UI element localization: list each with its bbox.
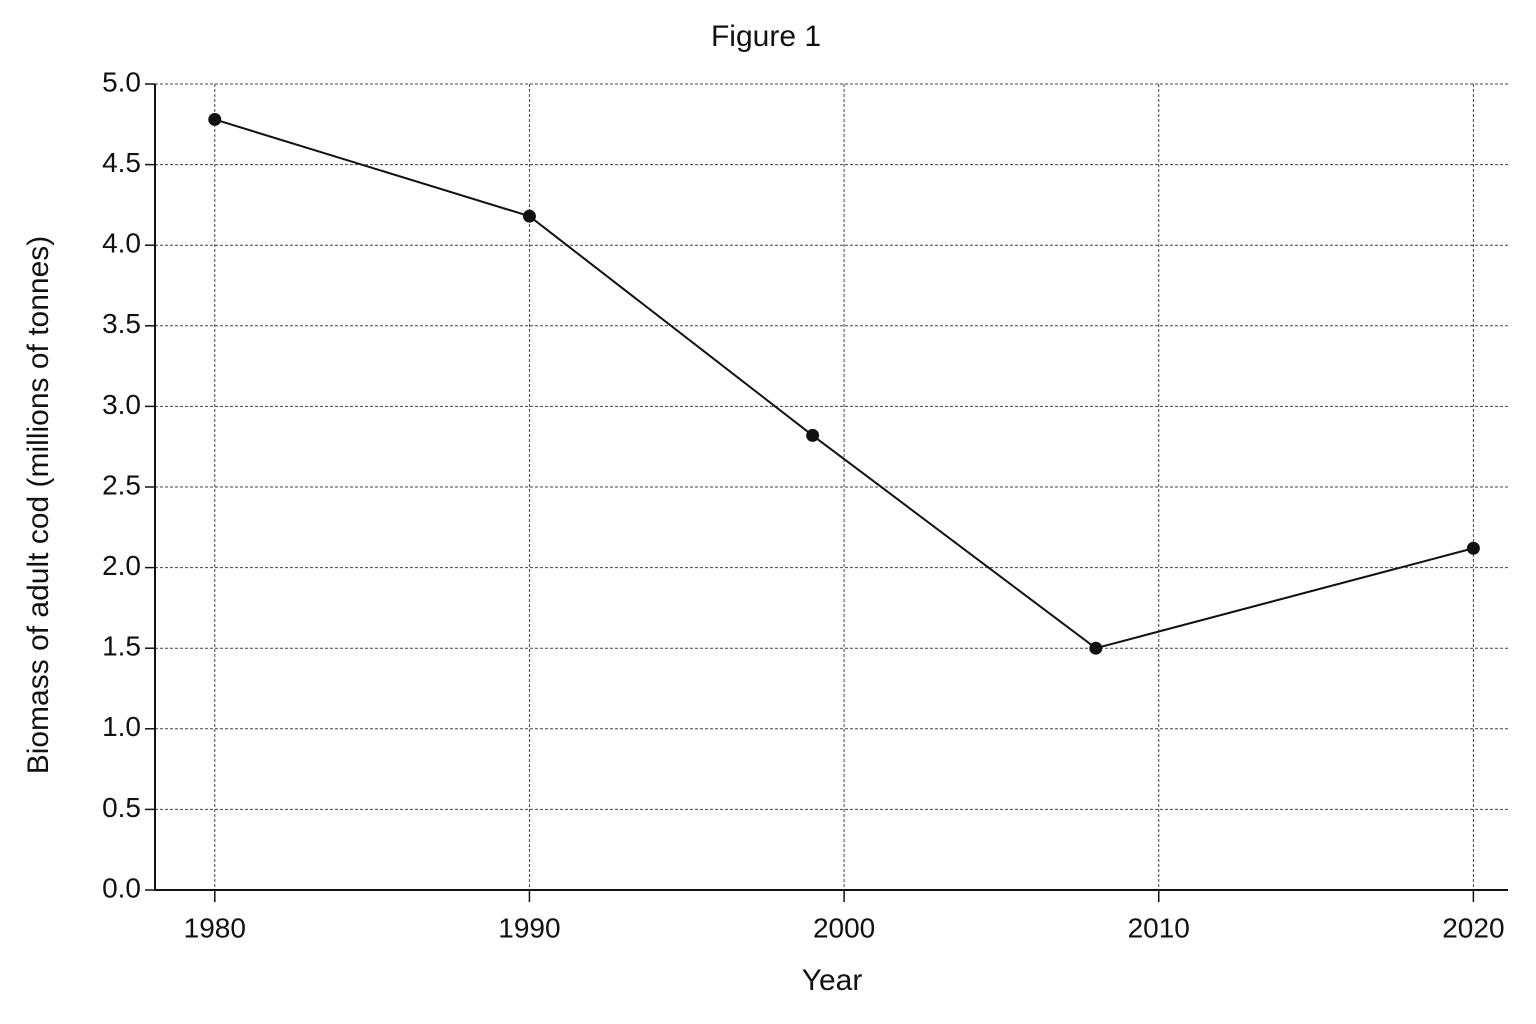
chart-title: Figure 1 bbox=[711, 20, 821, 53]
y-tick-label: 5.0 bbox=[102, 66, 141, 97]
y-axis-label: Biomass of adult cod (millions of tonnes… bbox=[22, 236, 55, 775]
y-tick-label: 4.0 bbox=[102, 228, 141, 259]
y-tick-label: 1.0 bbox=[102, 711, 141, 742]
data-point bbox=[522, 209, 536, 223]
x-tick-label: 2010 bbox=[1128, 912, 1190, 943]
x-axis-label: Year bbox=[802, 964, 863, 997]
y-tick-label: 0.0 bbox=[102, 872, 141, 903]
data-line bbox=[214, 118, 1474, 650]
x-tick-label: 2020 bbox=[1442, 912, 1504, 943]
data-point bbox=[1089, 641, 1103, 655]
data-point bbox=[208, 112, 222, 126]
x-tick-label: 1990 bbox=[498, 912, 560, 943]
y-tick-label: 1.5 bbox=[102, 631, 141, 662]
y-tick-label: 2.0 bbox=[102, 550, 141, 581]
y-tick-label: 0.5 bbox=[102, 792, 141, 823]
y-tick-label: 3.5 bbox=[102, 308, 141, 339]
y-tick-label: 4.5 bbox=[102, 147, 141, 178]
x-tick-label: 2000 bbox=[813, 912, 875, 943]
data-point bbox=[806, 428, 820, 442]
x-tick-label: 1980 bbox=[184, 912, 246, 943]
y-tick-label: 2.5 bbox=[102, 469, 141, 500]
y-tick-label: 3.0 bbox=[102, 389, 141, 420]
data-point bbox=[1466, 541, 1480, 555]
